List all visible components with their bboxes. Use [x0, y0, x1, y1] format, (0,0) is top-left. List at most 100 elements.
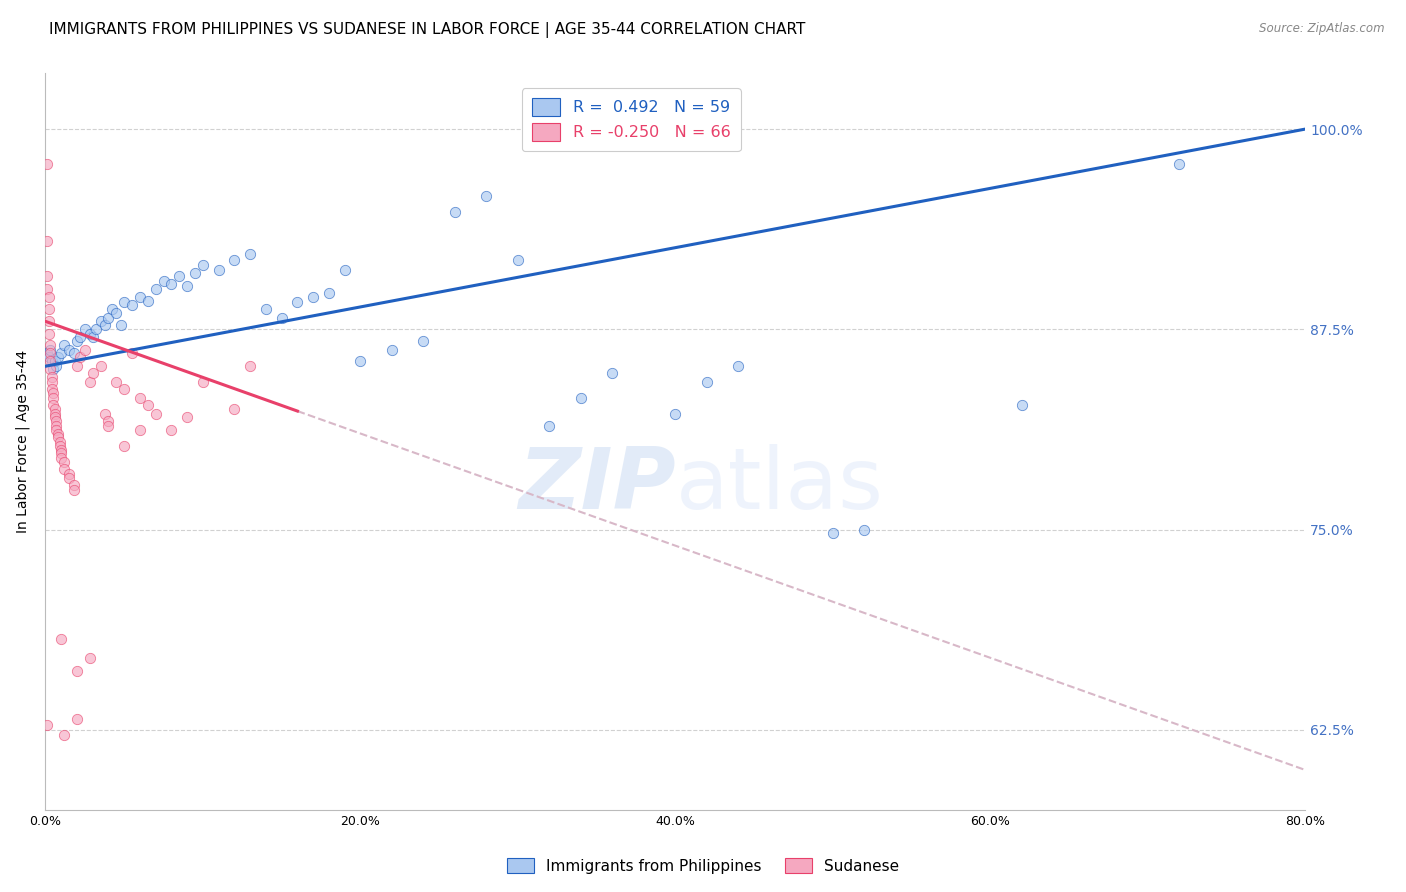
Point: [97, 414, 120, 428]
Point: [38, 290, 60, 304]
Text: ZIP: ZIP: [517, 444, 675, 527]
Point: [42, 362, 65, 376]
Point: [63, 483, 86, 497]
Point: [90, 359, 112, 374]
Point: [176, 410, 198, 425]
Point: [602, 366, 624, 380]
Point: [44, 354, 66, 368]
Point: [152, 274, 174, 288]
Point: [112, 382, 135, 396]
Point: [39, 362, 62, 376]
Point: [412, 334, 434, 348]
Point: [42, 398, 65, 412]
Point: [208, 263, 231, 277]
Text: Source: ZipAtlas.com: Source: ZipAtlas.com: [1260, 22, 1385, 36]
Point: [46, 426, 69, 441]
Point: [121, 298, 143, 312]
Point: [97, 311, 120, 326]
Text: atlas: atlas: [675, 444, 883, 527]
Point: [58, 471, 80, 485]
Point: [1168, 157, 1191, 171]
Point: [349, 354, 371, 368]
Point: [239, 247, 262, 261]
Point: [160, 423, 183, 437]
Point: [318, 285, 340, 300]
Point: [444, 205, 467, 219]
Point: [100, 301, 122, 316]
Point: [73, 343, 96, 358]
Point: [79, 376, 101, 390]
Y-axis label: In Labor Force | Age 35-44: In Labor Force | Age 35-44: [15, 350, 30, 533]
Point: [53, 728, 76, 742]
Point: [45, 418, 67, 433]
Point: [69, 330, 91, 344]
Point: [39, 343, 62, 358]
Point: [38, 350, 60, 364]
Point: [39, 346, 62, 360]
Point: [79, 327, 101, 342]
Point: [53, 338, 76, 352]
Point: [58, 343, 80, 358]
Point: [63, 346, 86, 360]
Text: IMMIGRANTS FROM PHILIPPINES VS SUDANESE IN LABOR FORCE | AGE 35-44 CORRELATION C: IMMIGRANTS FROM PHILIPPINES VS SUDANESE …: [49, 22, 806, 38]
Point: [112, 439, 135, 453]
Point: [821, 525, 844, 540]
Point: [53, 455, 76, 469]
Point: [66, 334, 89, 348]
Point: [41, 370, 63, 384]
Point: [35, 234, 58, 248]
Legend: R =  0.492   N = 59, R = -0.250   N = 66: R = 0.492 N = 59, R = -0.250 N = 66: [522, 88, 741, 151]
Point: [44, 410, 66, 425]
Point: [39, 354, 62, 368]
Point: [58, 467, 80, 481]
Point: [853, 523, 876, 537]
Point: [136, 398, 159, 412]
Point: [35, 269, 58, 284]
Point: [46, 350, 69, 364]
Point: [475, 189, 498, 203]
Point: [45, 359, 67, 374]
Point: [145, 282, 167, 296]
Point: [169, 269, 191, 284]
Point: [105, 306, 128, 320]
Point: [239, 359, 262, 374]
Point: [51, 442, 73, 457]
Point: [184, 266, 207, 280]
Point: [38, 314, 60, 328]
Point: [84, 322, 107, 336]
Point: [35, 718, 58, 732]
Point: [35, 346, 58, 360]
Point: [38, 327, 60, 342]
Point: [506, 253, 529, 268]
Point: [129, 391, 152, 405]
Point: [97, 418, 120, 433]
Point: [254, 301, 277, 316]
Point: [48, 434, 70, 449]
Point: [105, 376, 128, 390]
Point: [42, 386, 65, 401]
Point: [129, 423, 152, 437]
Point: [538, 418, 561, 433]
Point: [48, 439, 70, 453]
Point: [66, 712, 89, 726]
Point: [224, 253, 246, 268]
Point: [569, 391, 592, 405]
Point: [121, 346, 143, 360]
Point: [664, 407, 686, 421]
Point: [69, 350, 91, 364]
Point: [94, 318, 117, 332]
Legend: Immigrants from Philippines, Sudanese: Immigrants from Philippines, Sudanese: [501, 852, 905, 880]
Point: [63, 477, 86, 491]
Point: [136, 293, 159, 308]
Point: [1011, 398, 1033, 412]
Point: [82, 366, 104, 380]
Point: [51, 632, 73, 646]
Point: [90, 314, 112, 328]
Point: [381, 343, 404, 358]
Point: [79, 651, 101, 665]
Point: [696, 376, 718, 390]
Point: [45, 414, 67, 428]
Point: [94, 407, 117, 421]
Point: [51, 346, 73, 360]
Point: [44, 402, 66, 417]
